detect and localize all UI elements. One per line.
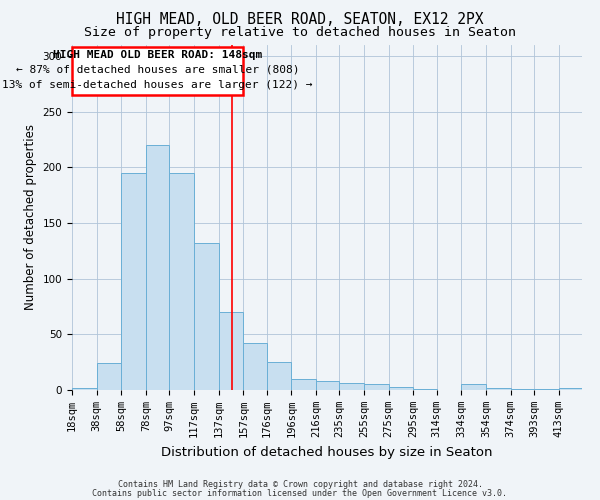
Bar xyxy=(534,389,559,390)
Bar xyxy=(266,362,291,390)
Bar xyxy=(461,384,486,390)
Text: 13% of semi-detached houses are larger (122) →: 13% of semi-detached houses are larger (… xyxy=(2,80,313,90)
Bar xyxy=(169,173,194,390)
Bar xyxy=(389,386,413,390)
Bar xyxy=(340,384,364,390)
X-axis label: Distribution of detached houses by size in Seaton: Distribution of detached houses by size … xyxy=(161,446,493,458)
Bar xyxy=(364,384,389,390)
Bar xyxy=(291,379,316,390)
Text: Contains HM Land Registry data © Crown copyright and database right 2024.: Contains HM Land Registry data © Crown c… xyxy=(118,480,482,489)
Text: Contains public sector information licensed under the Open Government Licence v3: Contains public sector information licen… xyxy=(92,488,508,498)
Bar xyxy=(316,381,340,390)
Y-axis label: Number of detached properties: Number of detached properties xyxy=(24,124,37,310)
Bar xyxy=(413,389,437,390)
Text: HIGH MEAD, OLD BEER ROAD, SEATON, EX12 2PX: HIGH MEAD, OLD BEER ROAD, SEATON, EX12 2… xyxy=(116,12,484,28)
Text: Size of property relative to detached houses in Seaton: Size of property relative to detached ho… xyxy=(84,26,516,39)
Bar xyxy=(243,344,266,390)
Bar xyxy=(559,388,582,390)
Bar xyxy=(194,243,218,390)
Bar xyxy=(121,173,146,390)
Bar xyxy=(72,47,243,95)
Text: ← 87% of detached houses are smaller (808): ← 87% of detached houses are smaller (80… xyxy=(16,64,299,74)
Bar xyxy=(146,145,169,390)
Bar xyxy=(72,388,97,390)
Bar xyxy=(511,389,534,390)
Bar xyxy=(218,312,243,390)
Bar xyxy=(97,364,121,390)
Bar xyxy=(486,388,511,390)
Text: HIGH MEAD OLD BEER ROAD: 148sqm: HIGH MEAD OLD BEER ROAD: 148sqm xyxy=(53,50,262,59)
